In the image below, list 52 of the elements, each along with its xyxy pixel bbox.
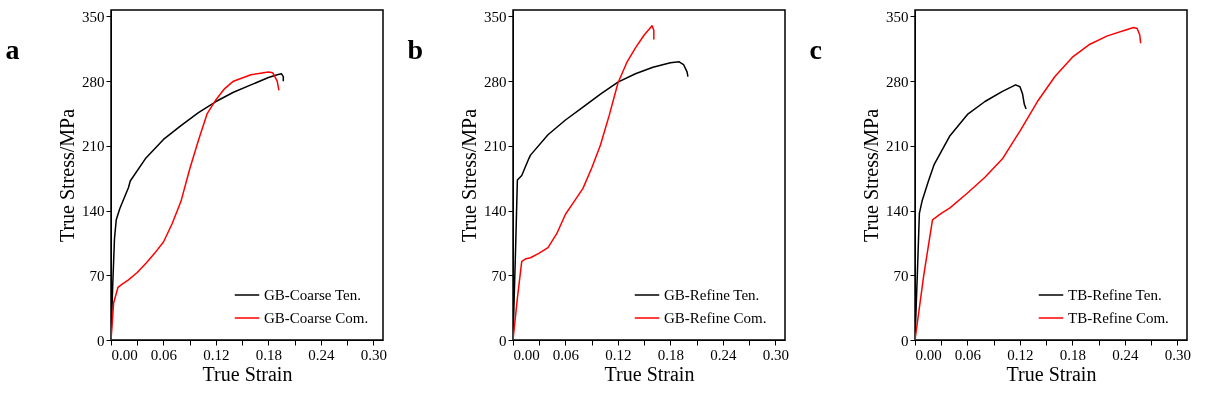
y-tick-label: 210 [886, 138, 909, 155]
y-axis-title: True Stress/MPa [458, 108, 480, 243]
y-tick-label: 70 [89, 267, 105, 284]
x-axis-title: True Strain [1006, 362, 1097, 385]
legend-label: GB-Refine Ten. [664, 287, 760, 303]
x-tick-label: 0.30 [360, 346, 387, 363]
y-tick-label: 70 [491, 267, 507, 284]
legend-label: GB-Refine Com. [664, 310, 767, 326]
text: b [407, 34, 424, 66]
x-tick-label: 0.24 [1112, 346, 1140, 363]
y-tick-label: 350 [82, 8, 105, 25]
y-tick-label: 0 [499, 332, 507, 349]
x-axis-title: True Strain [202, 362, 293, 385]
x-tick-label: 0.30 [762, 346, 789, 363]
legend-label: TB-Refine Com. [1068, 310, 1169, 326]
y-tick-label: 0 [901, 332, 909, 349]
x-tick-label: 0.12 [203, 346, 230, 363]
x-tick-label: 0.00 [111, 346, 138, 363]
x-tick-label: 0.12 [1007, 346, 1034, 363]
x-tick-label: 0.30 [1164, 346, 1191, 363]
x-tick-label: 0.00 [915, 346, 942, 363]
y-tick-label: 70 [893, 267, 909, 284]
y-tick-label: 140 [886, 203, 909, 220]
y-tick-label: 140 [82, 203, 105, 220]
legend-label: GB-Coarse Com. [264, 310, 369, 326]
x-tick-label: 0.18 [1059, 346, 1087, 363]
x-axis-title: True Strain [604, 362, 695, 385]
x-tick-label: 0.18 [255, 346, 283, 363]
x-tick-label: 0.00 [513, 346, 540, 363]
x-tick-label: 0.24 [308, 346, 336, 363]
y-tick-label: 210 [484, 138, 507, 155]
y-tick-label: 210 [82, 138, 105, 155]
y-axis-title: True Stress/MPa [56, 108, 78, 243]
x-tick-label: 0.12 [605, 346, 632, 363]
legend-label: GB-Coarse Ten. [264, 287, 361, 303]
line-series [513, 24, 655, 340]
x-tick-label: 0.06 [150, 346, 178, 363]
text: a [5, 34, 20, 66]
x-tick-label: 0.06 [954, 346, 982, 363]
y-tick-label: 280 [886, 73, 909, 90]
x-tick-label: 0.18 [657, 346, 685, 363]
y-tick-label: 350 [484, 8, 507, 25]
y-tick-label: 0 [97, 332, 105, 349]
x-tick-label: 0.06 [552, 346, 580, 363]
legend-label: TB-Refine Ten. [1068, 287, 1162, 303]
y-tick-label: 350 [886, 8, 909, 25]
text: c [809, 34, 822, 66]
y-tick-label: 140 [484, 203, 507, 220]
y-tick-label: 280 [82, 73, 105, 90]
y-axis-title: True Stress/MPa [860, 108, 882, 243]
x-tick-label: 0.24 [710, 346, 738, 363]
y-tick-label: 280 [484, 73, 507, 90]
